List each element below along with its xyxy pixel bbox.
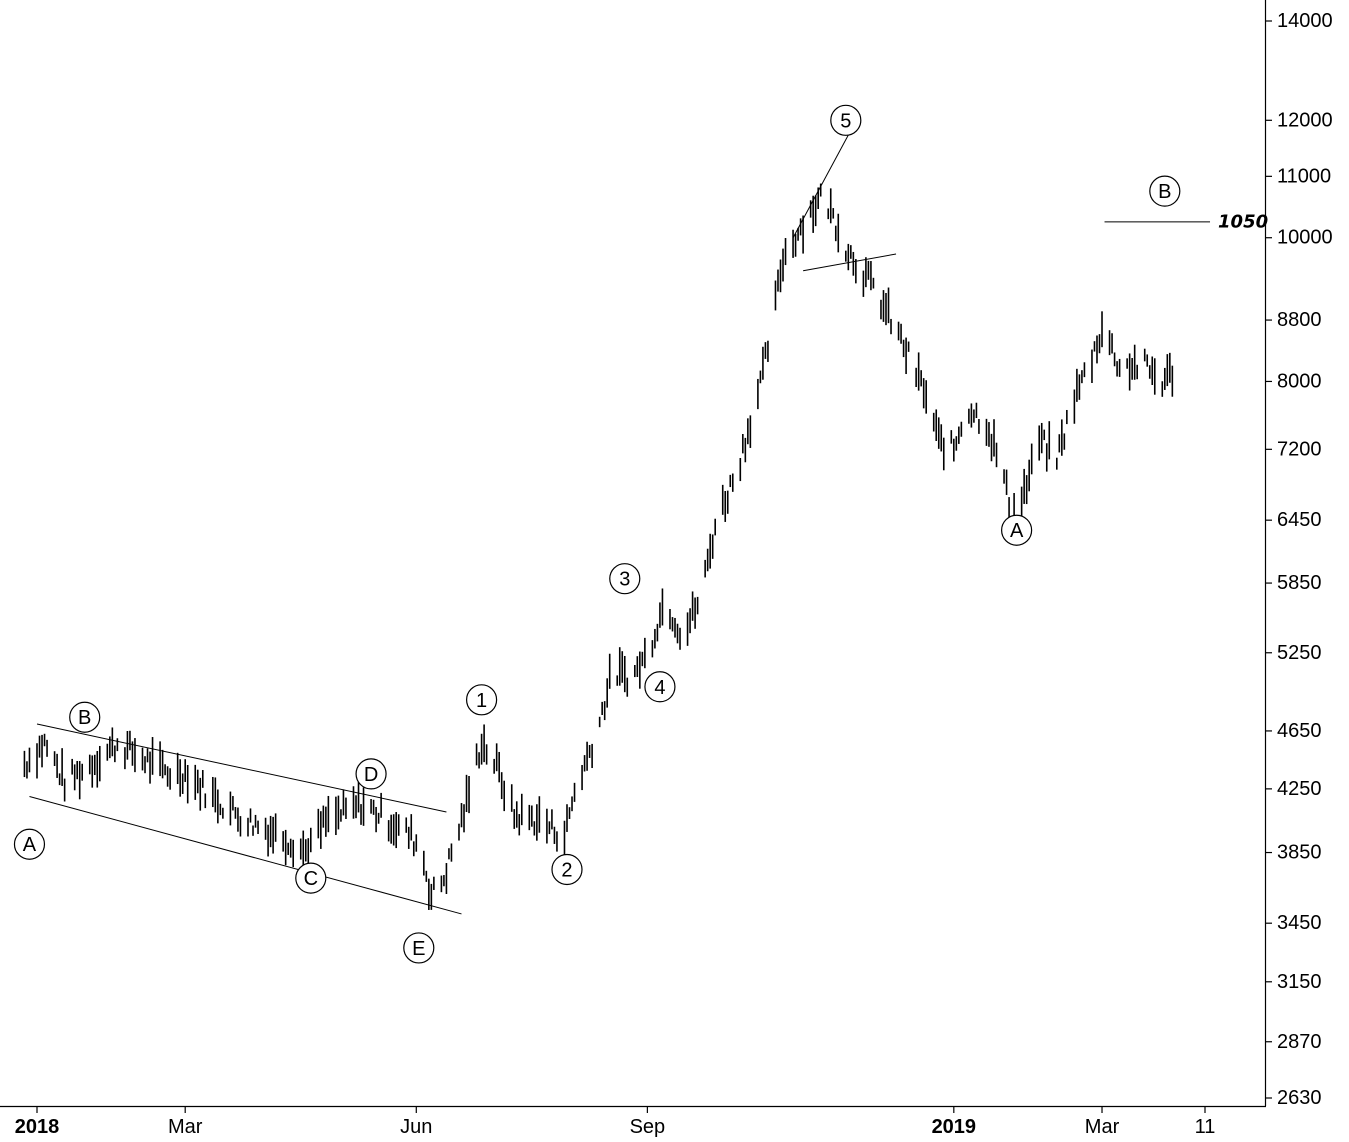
target-label: 1050 <box>1218 211 1268 232</box>
wave-label: 4 <box>644 671 676 703</box>
wave-label-text: 5 <box>840 110 851 132</box>
y-tick-label: 8800 <box>1277 309 1322 331</box>
wave-label-circle <box>13 828 46 860</box>
wave-label-circle <box>355 758 387 790</box>
y-tick-label: 14000 <box>1277 10 1333 32</box>
wave-label-text: E <box>412 938 425 960</box>
wave-label-circle <box>403 932 435 964</box>
trendline <box>803 253 897 272</box>
x-tick-label: 2019 <box>932 1116 977 1138</box>
y-tick-label: 10000 <box>1277 227 1333 249</box>
y-tick-label: 3150 <box>1277 971 1322 993</box>
y-tick-label: 4250 <box>1277 778 1322 800</box>
wave-label: D <box>355 758 387 790</box>
x-tick-label: 2018 <box>15 1116 60 1138</box>
wave-label-text: 2 <box>561 859 572 881</box>
wave-label-circle <box>1001 514 1033 546</box>
y-tick-label: 3850 <box>1277 842 1322 864</box>
wave-label-text: A <box>23 834 37 856</box>
wave-label-text: 4 <box>654 677 665 699</box>
x-tick-label: Jun <box>400 1116 432 1138</box>
y-tick-label: 5850 <box>1277 572 1322 594</box>
wave-label-circle <box>295 862 327 894</box>
wave-label: B <box>69 701 101 733</box>
y-tick-label: 4650 <box>1277 720 1322 742</box>
y-tick-label: 2630 <box>1277 1087 1322 1109</box>
wave-label: A <box>1001 514 1033 546</box>
wave-label-text: C <box>304 868 318 890</box>
wave-label-circle <box>644 671 676 703</box>
x-axis-ticks: 2018 Mar Jun Sep 2019 Mar 11 <box>15 1106 1216 1138</box>
wave-label-circle <box>830 104 862 136</box>
wave-label: E <box>403 932 435 964</box>
wave-label-text: B <box>78 707 91 729</box>
wave-label: 1 <box>465 684 498 716</box>
wave-label-text: 3 <box>619 569 630 591</box>
trendline <box>36 723 447 813</box>
y-tick-label: 12000 <box>1277 109 1333 131</box>
wave-label: 2 <box>551 853 583 886</box>
wave-label-text: B <box>1158 181 1171 203</box>
y-tick-label: 7200 <box>1277 438 1322 460</box>
y-tick-label: 8000 <box>1277 370 1322 392</box>
x-tick-label: Sep <box>630 1116 666 1138</box>
y-tick-label: 2870 <box>1277 1031 1322 1053</box>
wave-label-circle <box>465 684 498 716</box>
y-tick-label: 6450 <box>1277 509 1322 531</box>
y-axis-ticks: 2630 2870 3150 3450 3850 4250 4650 5250 5850 6450… <box>1266 10 1333 1109</box>
trendline <box>29 796 462 915</box>
wave-label-circle <box>69 701 101 733</box>
wave-label: A <box>13 828 46 860</box>
wave-label: C <box>295 862 327 894</box>
wave-label-circle <box>1149 175 1181 207</box>
target-level: 1050 <box>1104 211 1268 232</box>
wave-label: B <box>1149 175 1181 207</box>
wave-label-circle <box>609 563 641 595</box>
wave-label-text: A <box>1010 520 1024 542</box>
x-tick-label: Mar <box>1085 1116 1120 1138</box>
y-tick-label: 5250 <box>1277 642 1322 664</box>
y-tick-label: 11000 <box>1277 165 1331 187</box>
y-tick-label: 3450 <box>1277 912 1322 934</box>
wave-label-circle <box>551 853 583 886</box>
wave-labels: A B C D E 1 2 3 4 5 A B <box>13 104 1181 964</box>
trendlines <box>29 125 897 915</box>
x-tick-label: 11 <box>1195 1116 1216 1138</box>
wave-label: 5 <box>830 104 862 136</box>
wave-label-text: 1 <box>476 690 487 712</box>
x-tick-label: Mar <box>168 1116 203 1138</box>
wave-label-text: D <box>364 764 378 786</box>
price-bars <box>23 183 1174 910</box>
wave-label: 3 <box>609 563 641 595</box>
trendline <box>792 125 854 238</box>
